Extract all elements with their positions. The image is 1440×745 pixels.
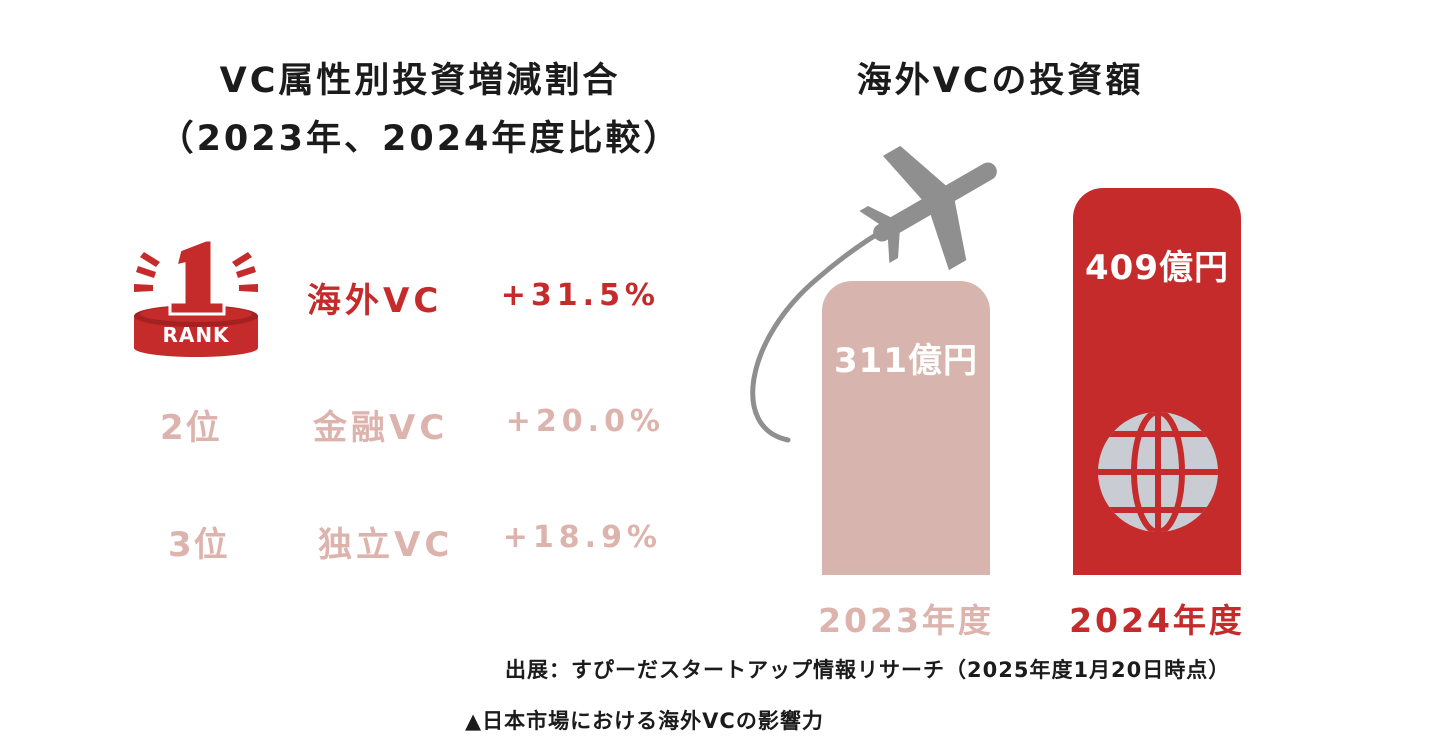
- row-1-name: 海外VC: [307, 281, 443, 321]
- left-title: VC属性別投資増減割合 （2023年、2024年度比較）: [100, 52, 740, 168]
- left-title-line2: （2023年、2024年度比較）: [158, 119, 682, 159]
- row-3-rank: 3位: [168, 525, 230, 565]
- bar-chart: 311億円 409億円 2023年度 2024年度: [790, 150, 1270, 660]
- left-title-line1: VC属性別投資増減割合: [219, 61, 621, 101]
- right-title: 海外VCの投資額: [856, 61, 1144, 101]
- x-tick-2023: 2023年度: [818, 601, 994, 640]
- x-tick-2024: 2024年度: [1069, 601, 1245, 640]
- row-2-name: 金融VC: [313, 408, 449, 448]
- rank-1-badge-icon: RANK: [134, 238, 258, 357]
- row-3-change: +18.9%: [502, 520, 662, 555]
- bar-2023: [822, 281, 990, 575]
- source-note: 出展：すぴーだスタートアップ情報リサーチ（2025年度1月20日時点）: [505, 658, 1231, 682]
- figure-caption: ▲日本市場における海外VCの影響力: [465, 709, 824, 733]
- airplane-icon: [750, 145, 997, 443]
- bar-2023-value-label: 311億円: [834, 341, 978, 381]
- row-2-rank: 2位: [160, 408, 222, 448]
- globe-icon: [1098, 412, 1218, 532]
- row-2-change: +20.0%: [505, 404, 665, 439]
- row-3-name: 独立VC: [318, 525, 454, 565]
- row-1-change: +31.5%: [500, 278, 660, 313]
- rank-badge-label: RANK: [162, 323, 230, 347]
- bar-2024-value-label: 409億円: [1085, 248, 1229, 288]
